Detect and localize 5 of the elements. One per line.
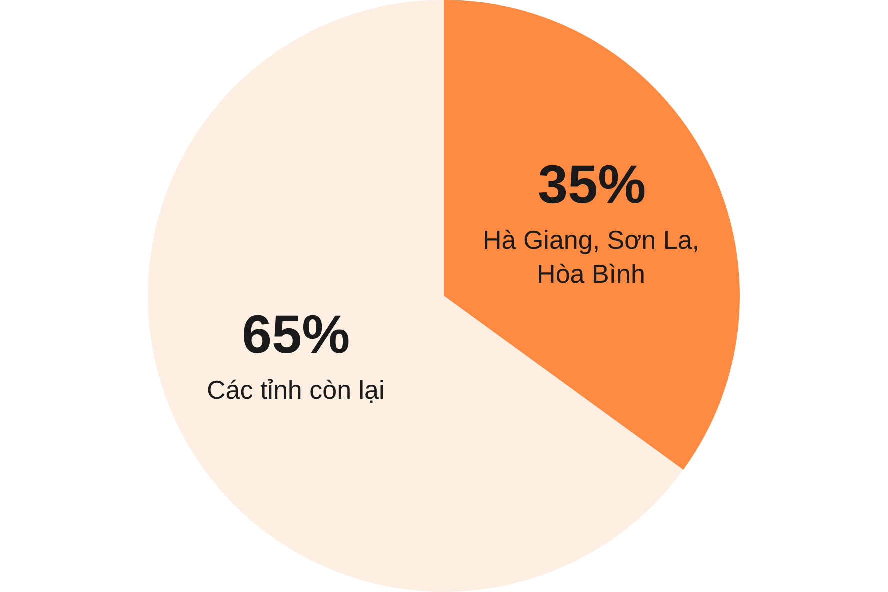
- data-label: 35%: [538, 155, 646, 215]
- slice-label: Các tỉnh còn lại: [207, 375, 385, 405]
- data-label: 65%: [242, 305, 350, 365]
- pie-slice: [444, 0, 740, 470]
- slice-label: Hà Giang, Sơn La, Hòa Bình: [483, 225, 700, 289]
